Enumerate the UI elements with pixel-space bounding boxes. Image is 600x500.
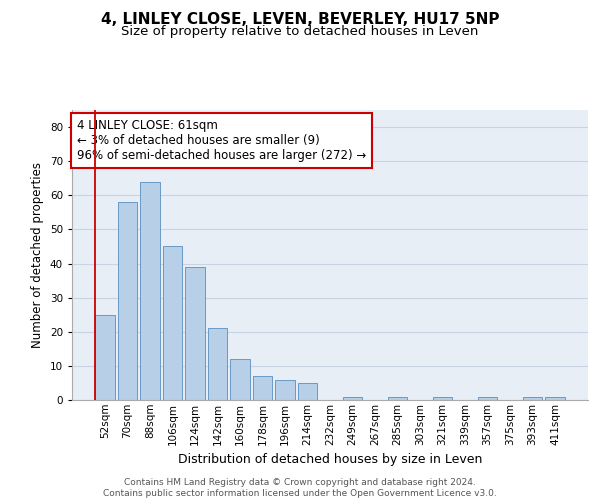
Y-axis label: Number of detached properties: Number of detached properties bbox=[31, 162, 44, 348]
Bar bbox=[388, 396, 407, 400]
Bar bbox=[433, 396, 452, 400]
Text: 4, LINLEY CLOSE, LEVEN, BEVERLEY, HU17 5NP: 4, LINLEY CLOSE, LEVEN, BEVERLEY, HU17 5… bbox=[101, 12, 499, 28]
Bar bbox=[545, 396, 565, 400]
Bar bbox=[298, 383, 317, 400]
X-axis label: Distribution of detached houses by size in Leven: Distribution of detached houses by size … bbox=[178, 453, 482, 466]
Text: Size of property relative to detached houses in Leven: Size of property relative to detached ho… bbox=[121, 25, 479, 38]
Text: Contains HM Land Registry data © Crown copyright and database right 2024.
Contai: Contains HM Land Registry data © Crown c… bbox=[103, 478, 497, 498]
Bar bbox=[163, 246, 182, 400]
Bar bbox=[275, 380, 295, 400]
Bar bbox=[140, 182, 160, 400]
Bar bbox=[230, 359, 250, 400]
Bar bbox=[343, 396, 362, 400]
Bar bbox=[95, 314, 115, 400]
Bar bbox=[208, 328, 227, 400]
Bar bbox=[478, 396, 497, 400]
Text: 4 LINLEY CLOSE: 61sqm
← 3% of detached houses are smaller (9)
96% of semi-detach: 4 LINLEY CLOSE: 61sqm ← 3% of detached h… bbox=[77, 118, 367, 162]
Bar bbox=[118, 202, 137, 400]
Bar bbox=[185, 267, 205, 400]
Bar bbox=[253, 376, 272, 400]
Bar bbox=[523, 396, 542, 400]
